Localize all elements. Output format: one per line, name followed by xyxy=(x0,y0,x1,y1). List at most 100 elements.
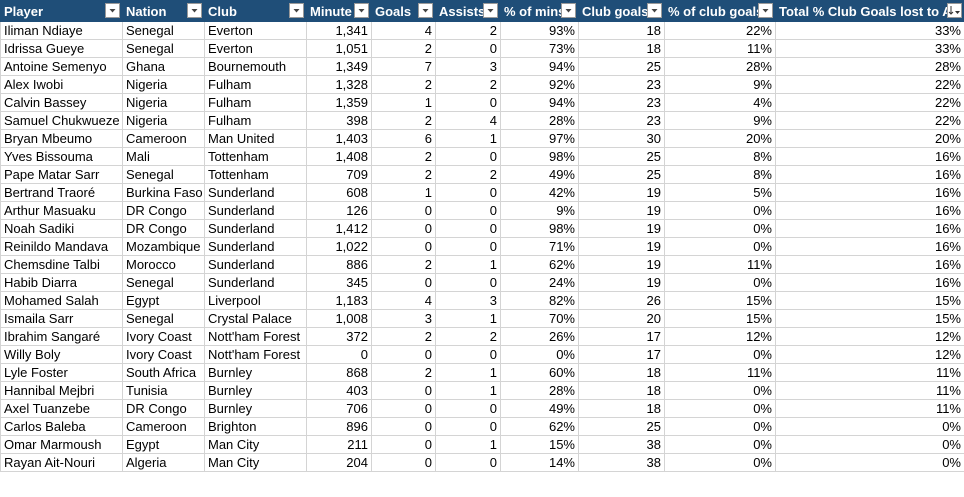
cell: 18 xyxy=(578,381,665,400)
cell: Mali xyxy=(122,147,205,166)
cell: 0% xyxy=(664,345,776,364)
cell: 1 xyxy=(371,183,436,202)
cell: Burkina Faso xyxy=(122,183,205,202)
cell: Fulham xyxy=(204,111,307,130)
cell: 25 xyxy=(578,417,665,436)
cell: 1 xyxy=(435,363,501,382)
cell: Sunderland xyxy=(204,255,307,274)
cell: 25 xyxy=(578,165,665,184)
cell: 0 xyxy=(306,345,372,364)
cell: Everton xyxy=(204,39,307,58)
cell: 1,408 xyxy=(306,147,372,166)
cell: 1,022 xyxy=(306,237,372,256)
cell: 0% xyxy=(664,381,776,400)
cell: Senegal xyxy=(122,21,205,40)
cell: 8% xyxy=(664,165,776,184)
cell: Nigeria xyxy=(122,75,205,94)
cell: Sunderland xyxy=(204,273,307,292)
data-row: Ismaila Sarr Senegal Crystal Palace 1,008 3 1… xyxy=(0,309,964,328)
cell: 11% xyxy=(775,363,964,382)
cell: Ismaila Sarr xyxy=(0,309,123,328)
cell: 0 xyxy=(371,417,436,436)
cell: 19 xyxy=(578,201,665,220)
sort-filter-button[interactable] xyxy=(947,3,962,18)
column-header: % of mins xyxy=(500,0,579,22)
cell: 4 xyxy=(371,291,436,310)
cell: 19 xyxy=(578,237,665,256)
filter-button[interactable] xyxy=(418,3,433,18)
cell: 14% xyxy=(500,453,579,472)
cell: 0% xyxy=(664,453,776,472)
cell: Reinildo Mandava xyxy=(0,237,123,256)
cell: 20 xyxy=(578,309,665,328)
cell: 23 xyxy=(578,75,665,94)
filter-button[interactable] xyxy=(289,3,304,18)
cell: Man City xyxy=(204,435,307,454)
cell: 0 xyxy=(435,417,501,436)
cell: Noah Sadiki xyxy=(0,219,123,238)
cell: 49% xyxy=(500,399,579,418)
cell: Senegal xyxy=(122,39,205,58)
cell: 0 xyxy=(435,237,501,256)
cell: 22% xyxy=(775,75,964,94)
cell: Nigeria xyxy=(122,93,205,112)
cell: 15% xyxy=(500,435,579,454)
cell: Lyle Foster xyxy=(0,363,123,382)
cell: 0 xyxy=(435,39,501,58)
cell: 0 xyxy=(435,345,501,364)
cell: 0 xyxy=(371,237,436,256)
cell: 1,051 xyxy=(306,39,372,58)
cell: 2 xyxy=(371,363,436,382)
cell: 70% xyxy=(500,309,579,328)
cell: 17 xyxy=(578,327,665,346)
cell: 1 xyxy=(435,381,501,400)
cell: 896 xyxy=(306,417,372,436)
cell: 42% xyxy=(500,183,579,202)
cell: Ivory Coast xyxy=(122,327,205,346)
cell: 0 xyxy=(371,273,436,292)
cell: Bertrand Traoré xyxy=(0,183,123,202)
cell: 2 xyxy=(371,75,436,94)
dropdown-icon xyxy=(191,9,198,13)
cell: 18 xyxy=(578,363,665,382)
filter-button[interactable] xyxy=(647,3,662,18)
spreadsheet-table: Player Nation Club Minute Goals Assists % of m… xyxy=(0,0,964,472)
cell: Nott'ham Forest xyxy=(204,327,307,346)
cell: Egypt xyxy=(122,435,205,454)
cell: 4 xyxy=(371,21,436,40)
cell: 9% xyxy=(664,75,776,94)
cell: 0 xyxy=(371,453,436,472)
filter-button[interactable] xyxy=(758,3,773,18)
cell: Mozambique xyxy=(122,237,205,256)
filter-button[interactable] xyxy=(187,3,202,18)
cell: 15% xyxy=(775,309,964,328)
cell: 28% xyxy=(500,381,579,400)
cell: Hannibal Mejbri xyxy=(0,381,123,400)
table-body: Iliman Ndiaye Senegal Everton 1,341 4 2 93% 18 2… xyxy=(0,21,964,472)
cell: 49% xyxy=(500,165,579,184)
cell: 62% xyxy=(500,255,579,274)
cell: 9% xyxy=(500,201,579,220)
filter-button[interactable] xyxy=(561,3,576,18)
header-text: Total % Club Goals lost to A xyxy=(779,3,952,19)
cell: 4% xyxy=(664,93,776,112)
filter-button[interactable] xyxy=(354,3,369,18)
cell: Fulham xyxy=(204,93,307,112)
filter-button[interactable] xyxy=(105,3,120,18)
cell: Bournemouth xyxy=(204,57,307,76)
cell: 1,412 xyxy=(306,219,372,238)
cell: 38 xyxy=(578,435,665,454)
dropdown-icon xyxy=(358,9,365,13)
data-row: Willy Boly Ivory Coast Nott'ham Forest 0 0 0 0… xyxy=(0,345,964,364)
cell: Cameroon xyxy=(122,417,205,436)
filter-button[interactable] xyxy=(483,3,498,18)
cell: DR Congo xyxy=(122,219,205,238)
cell: 403 xyxy=(306,381,372,400)
cell: 20% xyxy=(664,129,776,148)
cell: Tottenham xyxy=(204,165,307,184)
cell: Tunisia xyxy=(122,381,205,400)
cell: 2 xyxy=(435,21,501,40)
dropdown-icon xyxy=(762,9,769,13)
cell: Rayan Ait-Nouri xyxy=(0,453,123,472)
header-text: Assists xyxy=(439,3,486,19)
